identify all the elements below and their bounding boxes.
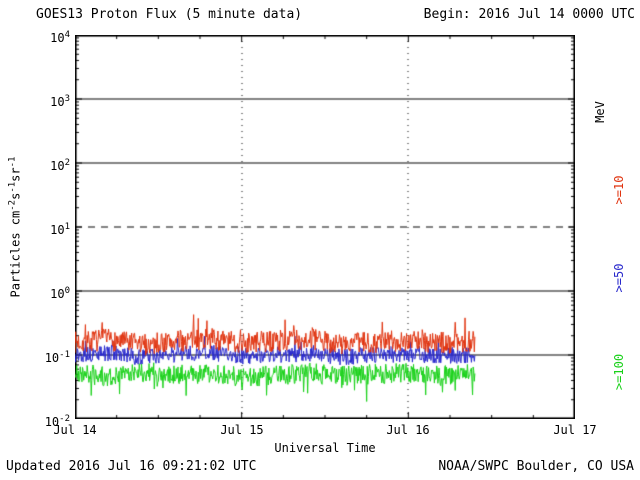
y-tick-label: 103	[50, 94, 70, 109]
legend-entry-ge50: >=50	[612, 263, 626, 293]
updated-label: Updated 2016 Jul 16 09:21:02 UTC	[6, 459, 257, 474]
x-tick-label: Jul 17	[553, 423, 597, 437]
plot-canvas	[75, 35, 575, 419]
legend-unit-label: MeV	[593, 101, 607, 123]
y-tick-label: 100	[50, 286, 70, 301]
y-tick-label: 10-2	[44, 414, 70, 429]
chart-title: GOES13 Proton Flux (5 minute data)	[36, 7, 303, 22]
y-tick-label: 101	[50, 222, 70, 237]
x-axis-title: Universal Time	[274, 441, 376, 455]
y-axis-label: Particles cm-2s-1sr-1	[7, 156, 23, 298]
source-label: NOAA/SWPC Boulder, CO USA	[438, 459, 634, 474]
x-tick-label: Jul 16	[386, 423, 430, 437]
x-tick-label: Jul 14	[53, 423, 97, 437]
y-tick-label: 10-1	[44, 350, 70, 365]
y-tick-label: 104	[50, 30, 70, 45]
legend-entry-ge100: >=100	[612, 353, 626, 391]
legend-entry-ge10: >=10	[612, 175, 626, 205]
y-tick-label: 102	[50, 158, 70, 173]
x-tick-label: Jul 15	[220, 423, 264, 437]
begin-label: Begin: 2016 Jul 14 0000 UTC	[423, 7, 635, 22]
